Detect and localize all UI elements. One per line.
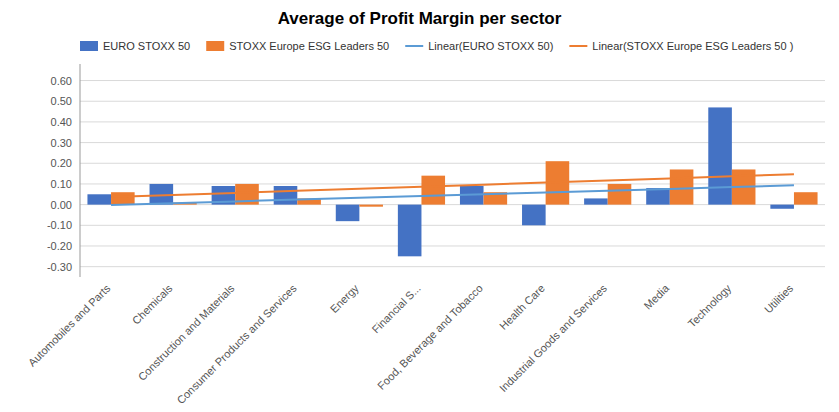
x-tick-label: Consumer Products and Services	[174, 282, 299, 407]
bar	[336, 205, 360, 222]
bar	[87, 194, 111, 204]
bar	[770, 205, 794, 209]
trend-line	[111, 185, 794, 205]
grid-line	[80, 245, 825, 246]
legend-label: Linear(EURO STOXX 50)	[428, 40, 553, 52]
grid-line	[80, 266, 825, 267]
y-tick-label: 0.00	[51, 199, 72, 211]
x-tick-label: Financial S...	[369, 282, 422, 335]
y-grid	[80, 81, 825, 267]
bar	[522, 205, 546, 226]
x-tick-label: Industrial Goods and Services	[497, 282, 610, 395]
legend-swatch	[405, 45, 423, 47]
bar	[359, 205, 383, 207]
legend-swatch	[206, 41, 224, 51]
bar	[708, 107, 732, 204]
bar	[421, 176, 445, 205]
y-tick-label: 0.10	[51, 178, 72, 190]
x-tick-label: Media	[642, 281, 672, 311]
legend-label: Linear(STOXX Europe ESG Leaders 50 )	[592, 40, 793, 52]
y-tick-label: 0.20	[51, 157, 72, 169]
x-tick-label: Health Care	[497, 282, 547, 332]
legend-item: EURO STOXX 50	[80, 40, 190, 52]
y-tick-label: 0.50	[51, 95, 72, 107]
bar	[646, 188, 670, 205]
bar	[584, 198, 608, 204]
y-tick-label: -0.20	[47, 240, 72, 252]
legend: EURO STOXX 50 STOXX Europe ESG Leaders 50…	[80, 40, 793, 52]
x-tick-label: Automobiles and Parts	[26, 282, 113, 369]
y-tick-label: 0.40	[51, 116, 72, 128]
trend-line	[111, 174, 794, 197]
bar	[111, 192, 135, 204]
legend-label: EURO STOXX 50	[103, 40, 190, 52]
title: Average of Profit Margin per sector	[278, 9, 562, 28]
legend-item: STOXX Europe ESG Leaders 50	[206, 40, 389, 52]
x-tick-label: Utilities	[762, 282, 796, 316]
x-tick-label: Food, Beverage and Tobacco	[375, 282, 485, 392]
bar	[274, 186, 298, 205]
x-tick-label: Energy	[328, 282, 361, 315]
y-tick-label: 0.60	[51, 75, 72, 87]
bar	[794, 192, 818, 204]
chart: -0.30 -0.20 -0.10 0.00 0.10 0.20 0.30 0.40 0.50 0…	[0, 0, 839, 412]
legend-item: Linear(EURO STOXX 50)	[405, 40, 553, 52]
bar	[608, 184, 632, 205]
y-tick-label: -0.10	[47, 219, 72, 231]
plot-marks	[87, 107, 817, 256]
grid-line	[80, 80, 825, 81]
bar	[670, 169, 694, 204]
x-tick-label: Chemicals	[130, 282, 175, 327]
bar	[398, 205, 422, 257]
y-axis-line	[80, 64, 81, 277]
y-tick-label: 0.30	[51, 137, 72, 149]
grid-line	[80, 225, 825, 226]
x-tick-label: Technology	[685, 282, 733, 330]
legend-swatch	[569, 45, 587, 47]
y-tick-label: -0.30	[47, 261, 72, 273]
legend-swatch	[80, 41, 98, 51]
legend-label: STOXX Europe ESG Leaders 50	[229, 40, 389, 52]
x-tick-label: Construction and Materials	[136, 282, 237, 383]
legend-item: Linear(STOXX Europe ESG Leaders 50 )	[569, 40, 793, 52]
grid-line	[80, 101, 825, 102]
